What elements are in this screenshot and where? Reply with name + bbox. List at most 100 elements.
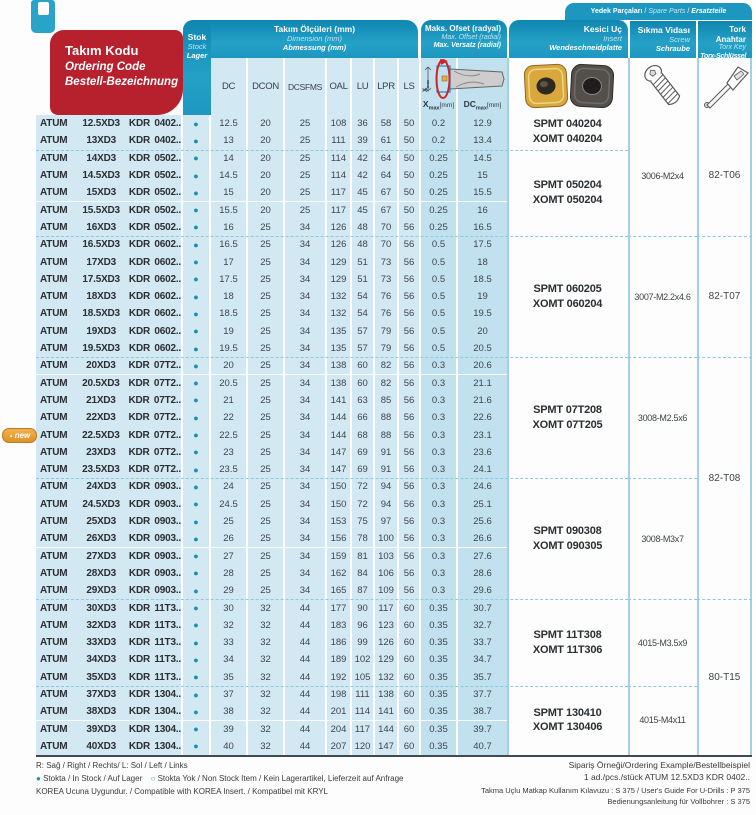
cell-oal: 183: [327, 616, 352, 634]
insert-code: XOMT 040204: [532, 133, 603, 146]
table-row: ATUM 16XD3 KDR 0502.. ● 16 25 34 126 48 70 56 0.25 16…: [36, 218, 507, 237]
cell-dcon: 25: [248, 426, 285, 444]
cell-dc: 20.5: [211, 374, 248, 392]
footer-guide-note: Takma Uçlu Matkap Kullanım Kılavuzu : S …: [481, 786, 750, 795]
in-stock-dot-icon: ●: [193, 274, 199, 285]
cell-lpr: 64: [375, 149, 399, 167]
code-part: KDR: [128, 429, 150, 441]
in-stock-dot-icon: ●: [193, 533, 199, 544]
code-part: 0602..: [154, 291, 181, 303]
cell-oal: 204: [327, 720, 352, 738]
insert-code-group: SPMT 040204 XOMT 040204: [507, 115, 628, 150]
cell-oal: 177: [327, 599, 352, 617]
insert-header-en: Insert: [603, 34, 622, 44]
torx-header-tr: Tork Anahtar: [715, 25, 746, 44]
spare-parts-banner: Yedek Parçaları / Spare Parts / Ersatzte…: [565, 3, 752, 21]
cell-oal: 138: [327, 357, 352, 375]
in-stock-dot-icon: ●: [193, 170, 199, 181]
code-part: 07T2..: [153, 429, 182, 441]
cell-ordering-code: ATUM 40XD3 KDR 1304..: [36, 737, 183, 756]
cell-dcmax: 30.7: [458, 599, 507, 617]
cell-stock: ●: [183, 166, 211, 185]
cell-oal: 201: [327, 703, 352, 721]
cell-ordering-code: ATUM 22.5XD3 KDR 07T2..: [36, 426, 183, 444]
code-part: 07T2..: [153, 464, 182, 476]
cell-ls: 50: [399, 115, 421, 133]
code-part: 16.5XD3: [82, 239, 120, 251]
cell-oal: 135: [327, 339, 352, 358]
code-part: 0903..: [154, 567, 181, 579]
cell-dcon: 20: [248, 166, 285, 185]
cell-dcmax: 20.5: [458, 339, 507, 358]
cell-dc: 20: [211, 357, 248, 375]
code-part: 07T2..: [153, 394, 182, 406]
cell-ls: 56: [399, 218, 421, 237]
code-part: 0602..: [154, 308, 181, 320]
code-part: 19XD3: [86, 325, 116, 337]
in-stock-dot-icon: ●: [193, 291, 199, 302]
cell-stock: ●: [183, 270, 211, 288]
cell-ls: 56: [399, 530, 421, 548]
cell-dc: 16.5: [211, 236, 248, 254]
group-separator: [36, 685, 628, 687]
cell-dcon: 25: [248, 409, 285, 427]
col-header-lu: LU: [352, 58, 375, 115]
column-divider: [750, 58, 752, 755]
cell-lu: 63: [352, 391, 375, 410]
cell-dcmax: 37.7: [458, 685, 507, 704]
code-part: ATUM: [40, 637, 68, 649]
cell-dcsfms: 44: [285, 720, 327, 738]
cell-lpr: 129: [375, 651, 399, 669]
cell-dcmax: 12.9: [458, 115, 507, 133]
in-stock-dot-icon: ●: [36, 774, 41, 783]
offset-diagram-xmax-label: Xmax: [423, 79, 431, 92]
in-stock-dot-icon: ●: [193, 551, 199, 562]
cell-stock: ●: [183, 288, 211, 306]
code-part: 18XD3: [86, 291, 116, 303]
cell-dcsfms: 34: [285, 236, 327, 254]
column-divider: [697, 58, 699, 755]
cell-dcsfms: 44: [285, 651, 327, 669]
cell-dcmax: 14.5: [458, 149, 507, 167]
cell-lu: 111: [352, 685, 375, 704]
code-part: KDR: [128, 723, 150, 735]
screw-header: Sıkma Vidası Screw Schraube: [630, 21, 696, 58]
code-part: ATUM: [40, 619, 68, 631]
in-stock-dot-icon: ●: [193, 585, 199, 596]
cell-dc: 14: [211, 149, 248, 167]
cell-dcsfms: 34: [285, 495, 327, 513]
cell-dcmax: 26.6: [458, 530, 507, 548]
cell-dcmax: 29.6: [458, 582, 507, 600]
cell-oal: 114: [327, 149, 352, 167]
dimensions-header-de: Abmessung (mm): [282, 43, 347, 53]
table-row: ATUM 20XD3 KDR 07T2.. ● 20 25 34 138 60 82 56 0.3 20.…: [36, 357, 507, 375]
torx-header-en: Torx Key: [718, 44, 746, 52]
cell-stock: ●: [183, 530, 211, 548]
screw-code: 3006-M2x4: [641, 170, 684, 181]
cell-dcsfms: 34: [285, 357, 327, 375]
cell-dcsfms: 34: [285, 270, 327, 288]
cell-dc: 18: [211, 288, 248, 306]
cell-ordering-code: ATUM 15.5XD3 KDR 0502..: [36, 201, 183, 219]
cell-dcmax: 24.1: [458, 461, 507, 479]
cell-xmax: 0.35: [421, 703, 458, 721]
cell-lu: 48: [352, 218, 375, 237]
cell-dcsfms: 44: [285, 668, 327, 686]
cell-dcmax: 19: [458, 288, 507, 306]
cell-xmax: 0.35: [421, 651, 458, 669]
code-part: ATUM: [40, 550, 68, 562]
cell-stock: ●: [183, 512, 211, 531]
screw-code-group: 4015-M4x11: [628, 686, 697, 755]
code-part: KDR: [128, 291, 150, 303]
code-part: KDR: [128, 516, 150, 528]
offset-header: Maks. Ofset (radyal) Max. Offset (radial…: [421, 20, 507, 58]
cell-stock: ●: [183, 634, 211, 652]
cell-dcmax: 23.1: [458, 426, 507, 444]
stock-header-en: Stock: [187, 42, 207, 52]
cell-lu: 51: [352, 270, 375, 288]
cell-oal: 126: [327, 218, 352, 237]
insert-code-group: SPMT 130410 XOMT 130406: [507, 686, 628, 755]
torx-header-de: Torx-Schlüssel: [700, 52, 746, 60]
in-stock-dot-icon: ●: [193, 724, 199, 735]
cell-dc: 15.5: [211, 201, 248, 219]
